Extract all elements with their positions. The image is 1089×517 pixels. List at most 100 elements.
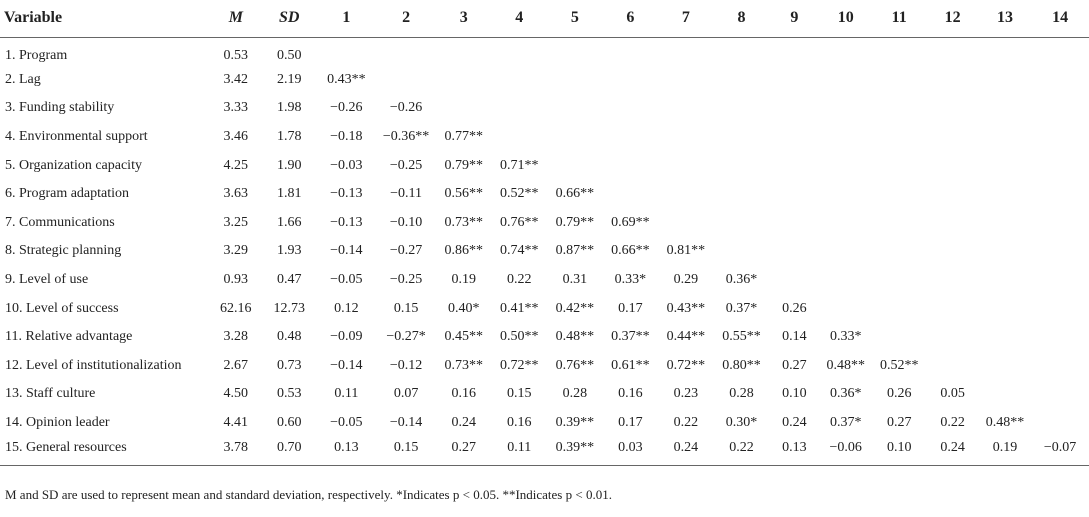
value-cell: 1.66 [277,214,302,230]
value-cell: −0.26 [330,100,363,116]
variable-name-cell: 13. Staff culture [5,386,96,402]
value-cell: 0.77** [444,129,483,145]
column-header-8: 8 [713,0,770,38]
variable-name-cell: 8. Strategic planning [5,243,122,259]
value-cell [658,180,714,209]
value-cell: 0.10 [782,386,807,402]
value-cell [926,266,978,295]
value-cell [1031,323,1089,352]
column-header-12: 12 [926,0,979,38]
value-cell: 0.70 [262,437,317,467]
value-cell [603,94,659,123]
value-cell [317,37,377,66]
value-cell [872,237,927,266]
value-cell: 3.29 [223,243,249,259]
value-cell: 0.33* [614,272,647,288]
value-cell: 3.78 [209,437,262,467]
value-cell [436,37,492,66]
value-cell [979,123,1031,152]
value-cell [769,37,819,66]
table-row: 1. Program 0.53 0.50 [0,37,1089,66]
value-cell: −0.27 [389,243,423,259]
value-cell: 3.25 [223,214,249,230]
value-cell [872,209,927,238]
value-cell: 0.39** [555,415,595,431]
column-header-4: 4 [491,0,548,38]
value-cell: 0.13 [316,437,377,467]
value-cell: 0.27 [886,415,912,431]
column-header-9: 9 [769,0,820,38]
value-cell: 1.78 [277,129,302,145]
value-cell: 0.13 [769,437,820,467]
table-row: 10. Level of success 62.16 12.73 0.12 0.15 0.… [0,294,1089,323]
value-cell [979,294,1031,323]
value-cell [1031,151,1089,180]
value-cell: 4.50 [223,386,249,402]
value-cell: 0.26 [782,300,807,316]
value-cell: 0.22 [713,437,770,467]
value-cell: 0.26 [886,386,912,402]
value-cell [769,151,819,180]
value-cell: 0.71** [500,157,539,173]
value-cell: −0.12 [389,357,423,373]
value-cell [1031,294,1089,323]
table-footnote: M and SD are used to represent mean and … [5,487,612,502]
value-cell: −0.09 [330,329,363,345]
value-cell [926,323,978,352]
value-cell [547,151,603,180]
value-cell [714,123,770,152]
variable-name-cell: 2. Lag [5,71,41,87]
value-cell [820,151,872,180]
value-cell [492,123,548,152]
value-cell [1031,409,1089,438]
value-cell [979,380,1031,409]
value-cell [926,37,978,66]
value-cell [658,209,714,238]
value-cell [820,66,872,95]
variable-name-cell: 10. Level of success [5,300,119,316]
value-cell: 0.52** [500,186,539,202]
value-cell [872,180,927,209]
value-cell [714,151,770,180]
value-cell: 0.72** [666,357,706,373]
value-cell [603,151,659,180]
table-row: 15. General resources 3.78 0.70 0.13 0.15 0.2… [0,437,1089,467]
value-cell [872,123,927,152]
value-cell [926,151,978,180]
value-cell: −0.18 [330,129,363,145]
value-cell: 0.80** [722,357,761,373]
value-cell: 0.07 [393,386,419,402]
value-cell [979,266,1031,295]
column-header-13: 13 [978,0,1032,38]
value-cell: 0.15 [393,300,419,316]
value-cell [1031,237,1089,266]
column-header-6: 6 [602,0,659,38]
table-row: 9. Level of use 0.93 0.47 −0.05 −0.25 0.19 0.2… [0,266,1089,295]
value-cell [547,123,603,152]
value-cell: 0.15 [376,437,436,467]
value-cell: 0.24 [658,437,714,467]
value-cell [492,37,548,66]
table-row: 2. Lag 3.42 2.19 0.43** [0,66,1089,95]
value-cell: 0.45** [444,329,483,345]
value-cell: 0.11 [491,437,548,467]
value-cell [926,209,978,238]
value-cell: 0.61** [611,357,650,373]
column-header-11: 11 [871,0,927,38]
value-cell: 0.81** [666,243,706,259]
value-cell: 4.25 [223,157,249,173]
value-cell [926,352,978,381]
value-cell [820,294,872,323]
value-cell [769,66,819,95]
value-cell: 0.74** [500,243,539,259]
value-cell: 0.39** [547,437,603,467]
table-row: 6. Program adaptation 3.63 1.81 −0.13 −0.11 0… [0,180,1089,209]
value-cell [872,94,927,123]
value-cell: 0.53 [223,48,249,64]
value-cell [926,66,978,95]
value-cell [547,66,603,95]
value-cell [1031,66,1089,95]
value-cell: −0.14 [330,357,363,373]
value-cell: 0.86** [444,243,483,259]
value-cell [714,66,770,95]
